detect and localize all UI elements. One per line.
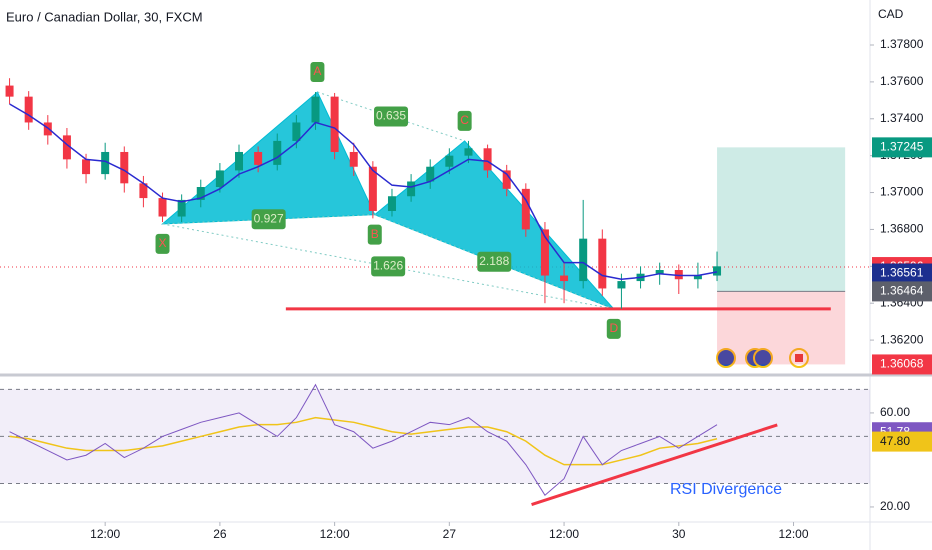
x-tick-label: 12:00 (779, 527, 809, 541)
candle-body (177, 199, 186, 217)
event-icon (753, 348, 773, 368)
price-label: 1.36068 (880, 357, 924, 371)
ratio-box (477, 251, 512, 272)
candle-body (215, 170, 224, 188)
candle-body (254, 151, 263, 165)
divergence-line (531, 423, 778, 507)
candle-body (273, 140, 282, 165)
ratio-box (371, 256, 406, 277)
candle-body (82, 159, 91, 175)
ratio-label: 0.635 (376, 109, 406, 123)
candle-body (655, 270, 664, 274)
candle-body (387, 196, 396, 211)
candle-body (598, 238, 607, 289)
candle-body (292, 122, 301, 141)
ratio-box (251, 209, 286, 230)
x-tick-label: 12:00 (320, 527, 350, 541)
price-label-box (872, 137, 932, 158)
point-box (457, 110, 472, 131)
price-label-box (872, 263, 932, 284)
candle-body (196, 187, 205, 200)
candle-body (713, 266, 722, 276)
x-tick-label: 26 (213, 527, 227, 541)
candle-body (158, 198, 167, 217)
candle-body (464, 148, 473, 156)
ratio-label: 2.188 (479, 254, 509, 268)
divergence-label: RSI Divergence (670, 481, 782, 498)
rsi-line (9, 383, 718, 496)
candle-body (101, 151, 110, 175)
price-label-box (872, 281, 932, 302)
x-tick-label: 30 (672, 527, 686, 541)
candle-body (62, 135, 71, 160)
target-zone (717, 147, 846, 292)
chart-title: Euro / Canadian Dollar, 30, FXCM (6, 9, 203, 24)
x-tick-label: 12:00 (549, 527, 579, 541)
rsi-tick-label: 20.00 (880, 499, 910, 513)
candle-body (540, 229, 549, 276)
candle-body (502, 170, 511, 189)
price-label: 1.36464 (880, 284, 924, 298)
ratio-box (374, 106, 409, 127)
point-box (155, 233, 170, 254)
flag (795, 354, 803, 362)
y-tick-label: 1.37000 (880, 185, 924, 199)
candle-body (521, 188, 530, 230)
y-tick-label: 1.37800 (880, 37, 924, 51)
candle-body (5, 85, 14, 97)
ratio-line (162, 223, 614, 310)
point-label: D (609, 321, 618, 335)
candle-body (349, 151, 358, 167)
candle-body (407, 181, 416, 197)
candle-body (483, 148, 492, 171)
point-box (310, 62, 325, 83)
event-icons (716, 348, 809, 368)
point-box (606, 318, 621, 339)
point-label: X (159, 236, 167, 250)
stop-zone (717, 291, 846, 365)
rsi-value-label: 47.80 (880, 434, 910, 448)
point-label: B (371, 227, 379, 241)
moving-average (9, 103, 718, 280)
candle-body (330, 96, 339, 152)
rsi-value-box (872, 431, 932, 452)
currency: CAD (878, 7, 904, 21)
y-tick-label: 1.36800 (880, 222, 924, 236)
candle-body (368, 166, 377, 211)
y-tick-label: 1.37600 (880, 74, 924, 88)
candle-body (235, 151, 244, 171)
x-tick-label: 12:00 (90, 527, 120, 541)
ratio-label: 1.626 (373, 259, 403, 273)
candle-body (24, 96, 33, 123)
candle-body (693, 275, 702, 280)
rsi-tick-label: 60.00 (880, 405, 910, 419)
candle-body (617, 281, 626, 289)
price-label: 1.37245 (880, 140, 924, 154)
ratio-label: 0.927 (254, 211, 284, 225)
candle-body (560, 275, 569, 282)
event-icon (716, 348, 736, 368)
point-label: A (313, 64, 321, 78)
point-label: C (460, 113, 469, 127)
price-label-box (872, 354, 932, 375)
candle-body (674, 270, 683, 280)
price-label: 1.36561 (880, 266, 924, 280)
ratio-line (317, 91, 465, 142)
y-tick-label: 1.36200 (880, 332, 924, 346)
candle-body (139, 183, 148, 199)
candle-body (311, 96, 320, 123)
candle-body (445, 155, 454, 167)
candle-body (579, 238, 588, 282)
candle-body (120, 151, 129, 184)
point-box (367, 224, 382, 245)
candle-body (426, 166, 435, 182)
x-tick-label: 27 (443, 527, 457, 541)
y-tick-label: 1.37400 (880, 111, 924, 125)
rsi-ma (9, 416, 718, 466)
